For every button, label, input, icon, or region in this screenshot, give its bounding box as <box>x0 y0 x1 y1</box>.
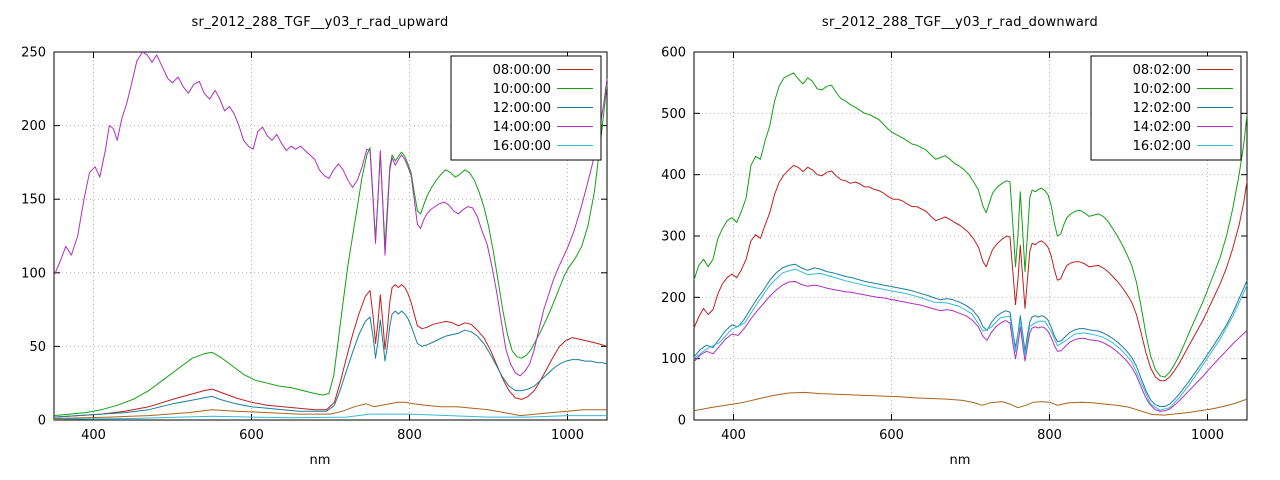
y-tick-label: 0 <box>38 414 46 429</box>
series-line-160200 <box>693 268 1248 411</box>
y-tick-label: 500 <box>661 107 686 122</box>
chart-panel-upward: 400 600 800 1000 0 50 100 150 200 250 08:00:00 10:0… <box>21 15 608 468</box>
x-tick-label: 400 <box>721 428 746 443</box>
series-line-080200 <box>693 165 1248 382</box>
x-tick-label: 1000 <box>1191 428 1224 443</box>
y-tick-label: 100 <box>661 352 686 367</box>
series-line-140000 <box>53 51 608 377</box>
x-tick-label: 600 <box>239 428 264 443</box>
y-tick-label: 400 <box>661 168 686 183</box>
legend-label: 10:00:00 <box>493 82 551 97</box>
y-tick-label: 150 <box>21 193 46 208</box>
chart-title-downward: sr_2012_288_TGF__y03_r_rad_downward <box>821 15 1099 30</box>
series-line-080000 <box>53 284 608 418</box>
y-tick-label: 100 <box>21 266 46 281</box>
y-tick-label: 50 <box>29 340 46 355</box>
legend-label: 10:02:00 <box>1133 82 1191 97</box>
x-tick-label: 400 <box>81 428 106 443</box>
y-tick-label: 600 <box>661 46 686 61</box>
y-tick-label: 200 <box>21 119 46 134</box>
chart-title-upward: sr_2012_288_TGF__y03_r_rad_upward <box>191 15 449 30</box>
series-line-100000 <box>53 84 608 417</box>
legend-label: 14:02:00 <box>1133 120 1191 135</box>
x-tick-label: 1000 <box>551 428 584 443</box>
y-tick-label: 0 <box>678 414 686 429</box>
legend-label: 08:00:00 <box>493 63 551 78</box>
series-line-unlabeled <box>693 391 1248 416</box>
x-tick-label: 600 <box>879 428 904 443</box>
series-line-160000 <box>53 413 607 420</box>
legend-label: 14:00:00 <box>493 120 551 135</box>
x-axis-label-upward: nm <box>309 453 331 468</box>
legend-label: 08:02:00 <box>1133 63 1191 78</box>
y-tick-label: 250 <box>21 46 46 61</box>
legend-label: 12:02:00 <box>1133 101 1191 116</box>
x-tick-label: 800 <box>1037 428 1062 443</box>
series-line-100200 <box>693 72 1248 378</box>
chart-panel-downward: 400 600 800 1000 0 100 200 300 400 500 600 08:02:00… <box>640 0 1280 480</box>
y-tick-label: 300 <box>661 230 686 245</box>
legend-label: 16:02:00 <box>1133 139 1191 154</box>
y-tick-label: 200 <box>661 291 686 306</box>
chart-svg-upward: 400 600 800 1000 0 50 100 150 200 250 08:00:00 10:0… <box>21 46 608 443</box>
legend-label: 12:00:00 <box>493 101 551 116</box>
plot-border <box>53 51 608 421</box>
series-line-120200 <box>693 263 1248 407</box>
series-line-140200 <box>693 280 1248 412</box>
x-tick-label: 800 <box>397 428 422 443</box>
series-line-unlabeled <box>53 401 607 419</box>
x-axis-label-downward: nm <box>949 453 971 468</box>
series-line-120000 <box>53 310 608 418</box>
legend-label: 16:00:00 <box>493 139 551 154</box>
chart-svg-downward: 400 600 800 1000 0 100 200 300 400 500 600 08:02:00… <box>661 46 1248 443</box>
